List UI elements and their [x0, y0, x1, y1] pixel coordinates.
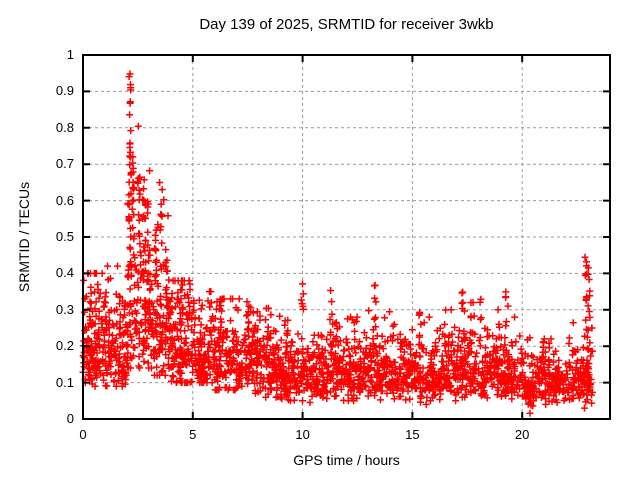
- y-tick-label: 1: [66, 47, 74, 62]
- x-tick-label: 15: [405, 427, 420, 442]
- x-tick-label: 20: [514, 427, 530, 442]
- y-tick-label: 0.8: [55, 119, 74, 135]
- y-tick-label: 0.4: [55, 265, 74, 281]
- scatter-points: [79, 70, 596, 417]
- y-tick-label: 0.3: [55, 301, 74, 317]
- x-tick-label: 5: [189, 427, 197, 442]
- x-tick-label: 0: [79, 427, 87, 442]
- y-tick-label: 0.2: [55, 338, 74, 354]
- plot-border: [82, 54, 611, 420]
- y-tick-label: 0.7: [55, 156, 74, 172]
- y-tick-label: 0: [66, 411, 74, 426]
- y-tick-label: 0.6: [55, 192, 74, 208]
- chart-title: Day 139 of 2025, SRMTID for receiver 3wk…: [199, 16, 494, 33]
- x-tick-label: 10: [295, 427, 310, 442]
- grid-lines: [83, 55, 610, 419]
- y-tick-label: 0.9: [55, 83, 74, 99]
- x-axis-label: GPS time / hours: [293, 452, 400, 468]
- y-tick-label: 0.1: [55, 374, 74, 390]
- y-tick-label: 0.5: [55, 229, 74, 244]
